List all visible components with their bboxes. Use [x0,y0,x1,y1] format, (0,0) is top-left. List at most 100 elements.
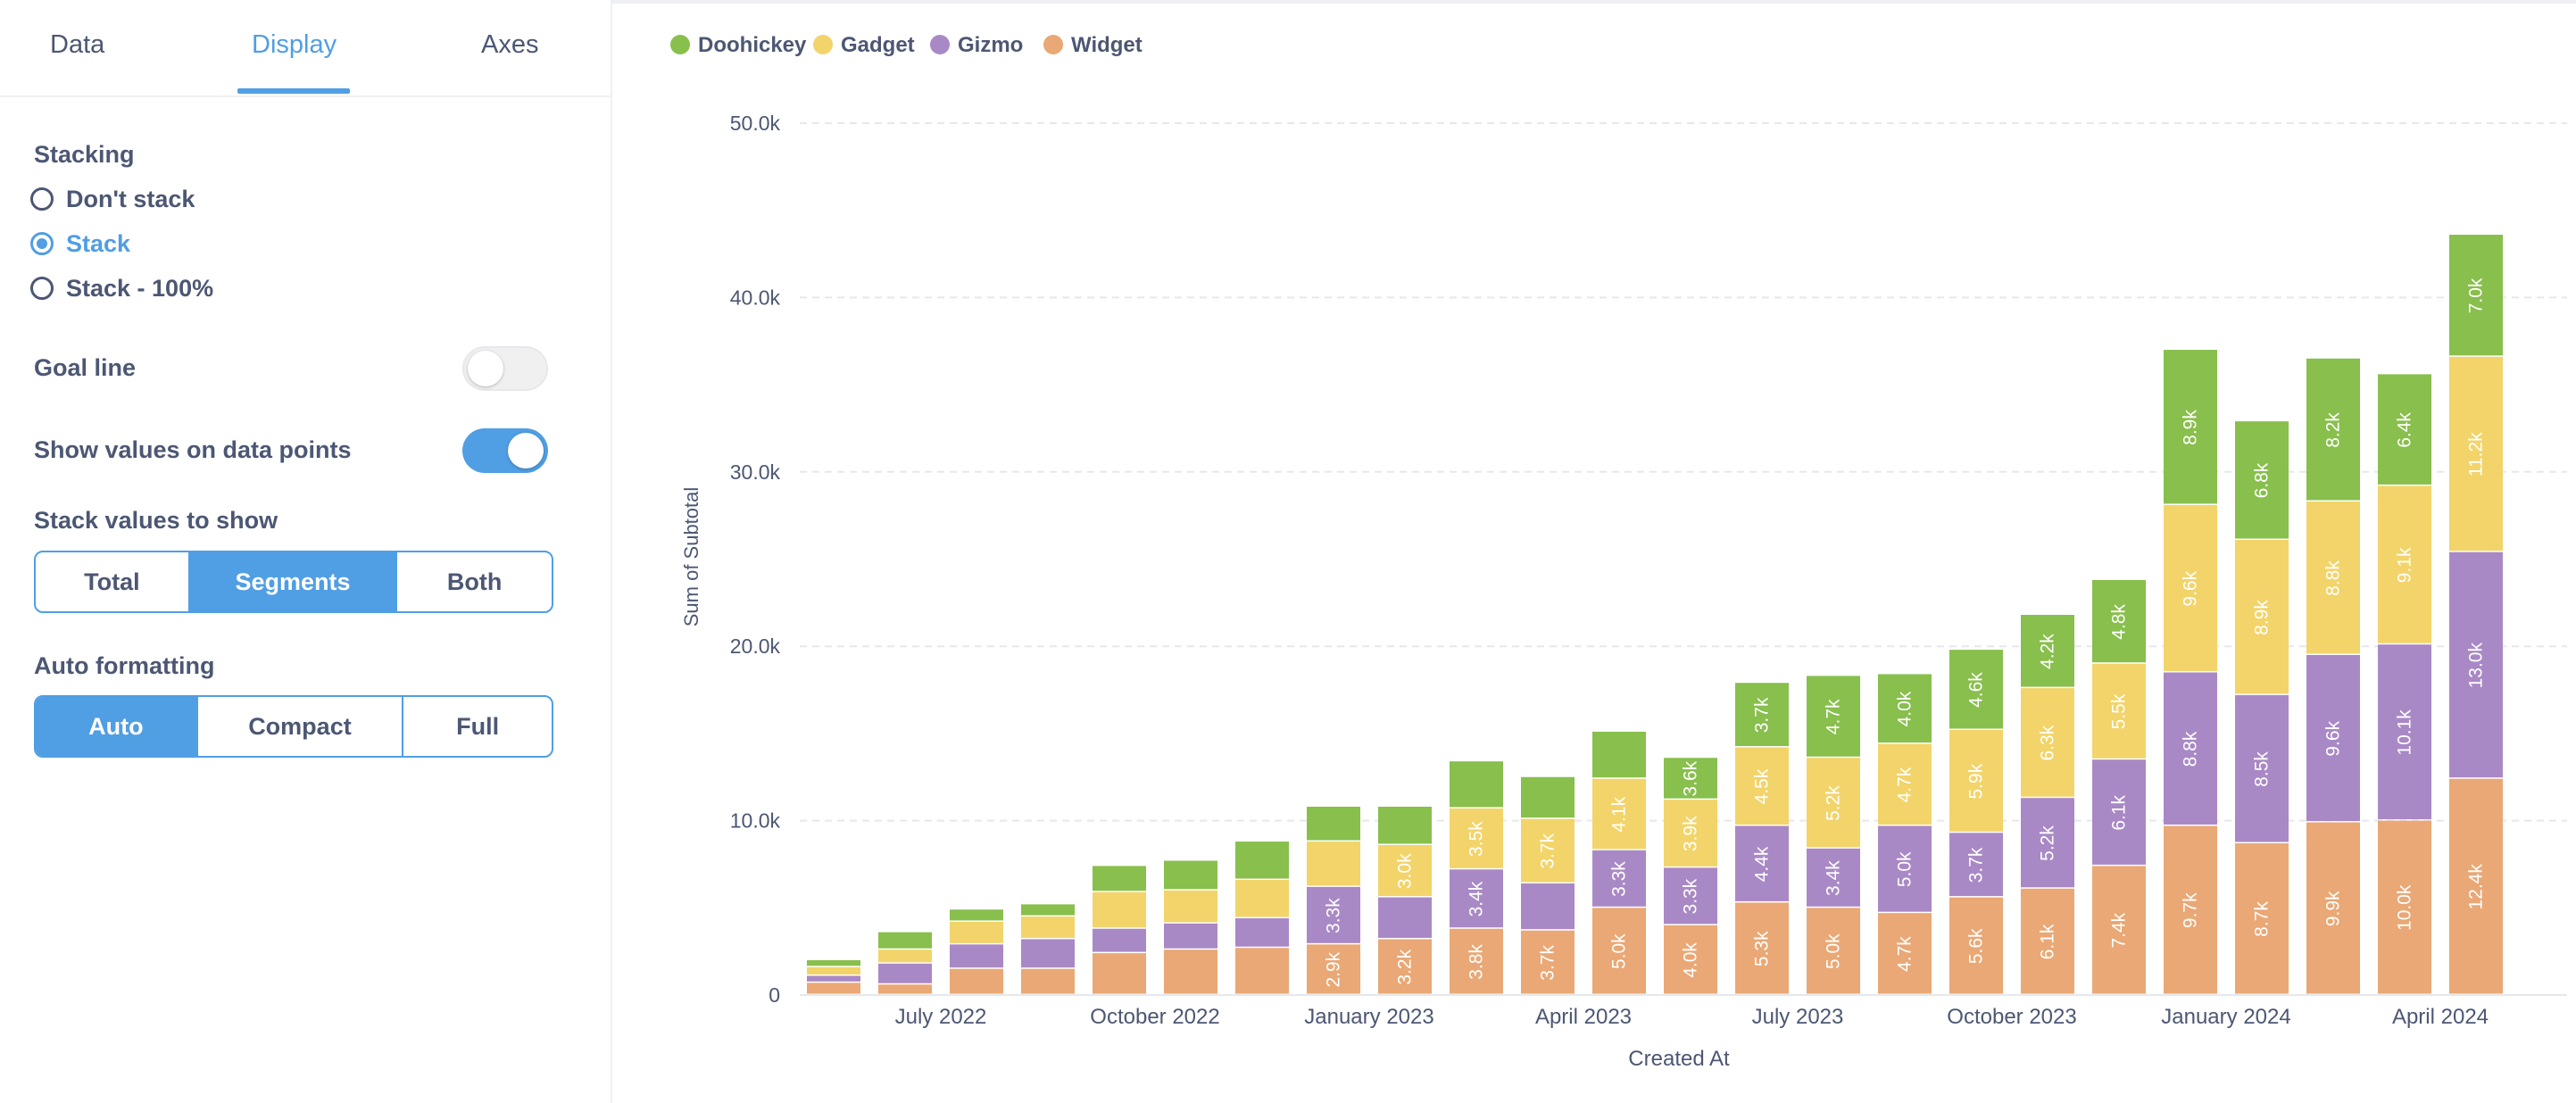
bar-segment-gizmo[interactable] [1450,869,1503,928]
bar-segment-doohickey[interactable] [1949,650,2003,729]
bar-segment-widget[interactable] [1450,928,1503,994]
bar-segment-gizmo[interactable] [1735,825,1789,901]
bar-segment-widget[interactable] [2164,825,2217,994]
bar-segment-doohickey[interactable] [1450,761,1503,808]
bar-segment-widget[interactable] [2235,843,2289,994]
bar-segment-widget[interactable] [1592,908,1646,994]
bar-segment-widget[interactable] [2021,888,2074,994]
bar-segment-gizmo[interactable] [1521,883,1575,930]
bar-segment-widget[interactable] [1307,944,1360,994]
bar-segment-gadget[interactable] [1378,844,1432,897]
bar-segment-doohickey[interactable] [1378,806,1432,844]
bar-segment-doohickey[interactable] [807,959,860,966]
bar-segment-doohickey[interactable] [1307,806,1360,841]
bar-segment-gadget[interactable] [2378,485,2431,643]
bar-segment-doohickey[interactable] [1735,683,1789,747]
bar-segment-gizmo[interactable] [1378,897,1432,938]
bar-segment-doohickey[interactable] [1878,674,1932,743]
bar-segment-gadget[interactable] [2164,504,2217,672]
bar-segment-gizmo[interactable] [1949,833,2003,897]
bar-segment-gadget[interactable] [878,950,932,963]
stack-values-both[interactable]: Both [446,568,503,595]
bar-segment-gadget[interactable] [2021,688,2074,797]
bar-segment-widget[interactable] [1949,897,2003,994]
legend-label-widget[interactable]: Widget [1071,33,1143,57]
bar-segment-doohickey[interactable] [1521,776,1575,818]
bar-segment-doohickey[interactable] [1164,860,1217,890]
legend-label-doohickey[interactable]: Doohickey [698,33,807,57]
bar-segment-gizmo[interactable] [2235,694,2289,842]
bar-segment-doohickey[interactable] [2378,374,2431,485]
bar-segment-gizmo[interactable] [1021,939,1075,968]
bar-segment-doohickey[interactable] [1093,866,1146,892]
stack-values-segments[interactable]: Segments [189,552,398,611]
bar-segment-gizmo[interactable] [2092,759,2146,865]
tab-axes[interactable]: Axes [481,30,539,59]
legend-label-gadget[interactable]: Gadget [841,33,915,57]
bar-segment-gizmo[interactable] [950,944,1003,968]
bar-segment-gadget[interactable] [1807,758,1860,848]
bar-segment-gizmo[interactable] [2164,672,2217,825]
bar-segment-gadget[interactable] [2092,663,2146,759]
bar-segment-doohickey[interactable] [1021,904,1075,916]
bar-segment-doohickey[interactable] [1592,731,1646,778]
bar-segment-widget[interactable] [1521,930,1575,994]
bar-segment-gizmo[interactable] [1307,886,1360,943]
bar-segment-gizmo[interactable] [807,975,860,982]
bar-segment-doohickey[interactable] [950,909,1003,921]
bar-segment-widget[interactable] [1235,948,1289,994]
bar-segment-widget[interactable] [1378,939,1432,994]
bar-segment-doohickey[interactable] [878,932,932,949]
bar-segment-widget[interactable] [1164,950,1217,994]
bar-segment-widget[interactable] [1664,925,1717,994]
bar-segment-gadget[interactable] [1235,880,1289,917]
bar-segment-gizmo[interactable] [2449,552,2503,778]
bar-segment-gizmo[interactable] [878,963,932,983]
bar-segment-gadget[interactable] [1878,743,1932,825]
radio-stack[interactable]: Stack [30,228,130,259]
bar-segment-widget[interactable] [807,983,860,994]
bar-segment-gizmo[interactable] [1592,850,1646,907]
bar-segment-gadget[interactable] [950,921,1003,943]
bar-segment-gizmo[interactable] [1878,825,1932,912]
bar-segment-widget[interactable] [1021,968,1075,994]
bar-segment-gadget[interactable] [1521,818,1575,883]
bar-segment-widget[interactable] [2306,822,2360,994]
bar-segment-doohickey[interactable] [1235,842,1289,879]
bar-segment-gadget[interactable] [2449,356,2503,552]
bar-segment-gadget[interactable] [1592,778,1646,850]
format-compact[interactable]: Compact [198,697,404,756]
bar-segment-widget[interactable] [2378,820,2431,994]
bar-segment-gadget[interactable] [1093,892,1146,928]
bar-segment-widget[interactable] [950,968,1003,994]
bar-segment-widget[interactable] [1735,902,1789,994]
radio-stack-100[interactable]: Stack - 100% [30,273,213,303]
bar-segment-gizmo[interactable] [2306,654,2360,822]
bar-segment-gadget[interactable] [1021,916,1075,938]
bar-segment-doohickey[interactable] [1807,676,1860,757]
bar-segment-gadget[interactable] [1664,800,1717,867]
goal-line-toggle[interactable] [462,346,548,391]
bar-segment-gadget[interactable] [1735,747,1789,825]
bar-segment-gadget[interactable] [1949,729,2003,832]
bar-segment-gadget[interactable] [807,966,860,975]
bar-segment-gadget[interactable] [1450,808,1503,868]
bar-segment-widget[interactable] [2449,778,2503,994]
radio-dont-stack[interactable]: Don't stack [30,184,195,214]
bar-segment-widget[interactable] [2092,866,2146,994]
bar-segment-gadget[interactable] [2306,502,2360,654]
bar-segment-gizmo[interactable] [1235,918,1289,947]
bar-segment-gizmo[interactable] [2378,644,2431,820]
tab-display[interactable]: Display [252,30,337,59]
stack-values-total[interactable]: Total [36,552,190,611]
bar-segment-doohickey[interactable] [2306,358,2360,501]
bar-segment-doohickey[interactable] [2235,421,2289,539]
bar-segment-gadget[interactable] [1164,890,1217,923]
bar-segment-widget[interactable] [1878,913,1932,994]
bar-segment-doohickey[interactable] [1664,758,1717,799]
bar-segment-doohickey[interactable] [2164,350,2217,504]
bar-segment-doohickey[interactable] [2092,579,2146,663]
bar-segment-widget[interactable] [1093,953,1146,994]
bar-segment-widget[interactable] [878,984,932,994]
show-values-toggle[interactable] [462,428,548,473]
